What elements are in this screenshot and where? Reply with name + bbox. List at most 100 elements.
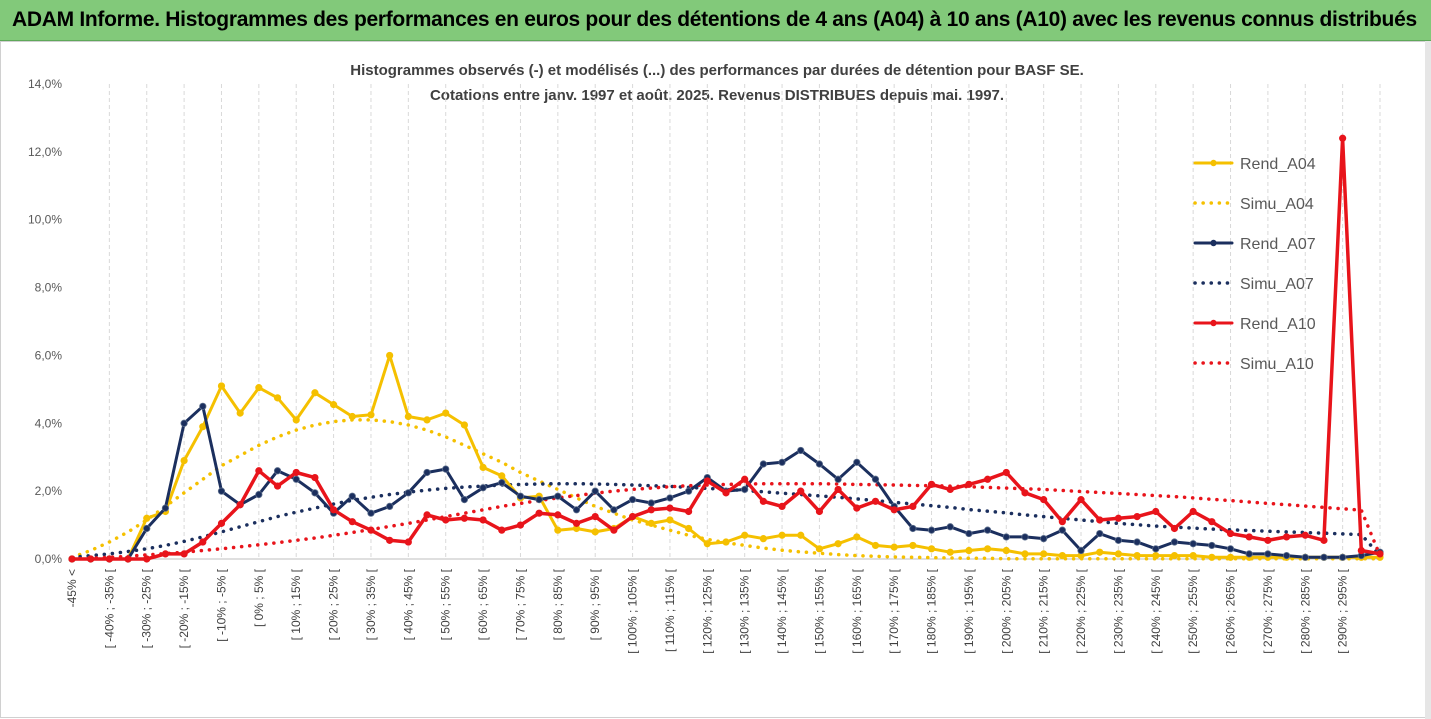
data-point — [1096, 516, 1104, 524]
data-point — [498, 479, 506, 487]
data-point — [890, 543, 898, 551]
y-tick-label: 10,0% — [28, 213, 62, 227]
data-point — [68, 555, 76, 563]
data-point — [124, 555, 132, 563]
data-point — [404, 538, 412, 546]
x-axis: -45% < [ -40% ; -35% [[ -30% ; -25% [[ -2… — [65, 568, 1350, 653]
y-axis: 0,0% 2,0% 4,0% 6,0% 8,0% 10,0% 12,0% 14,0% — [28, 77, 1380, 566]
data-point — [834, 485, 842, 494]
data-point — [628, 512, 637, 521]
data-point — [1301, 553, 1309, 561]
data-point — [666, 516, 674, 524]
data-point — [1226, 545, 1235, 553]
data-point — [498, 472, 506, 480]
data-point — [143, 524, 151, 533]
data-point — [1114, 536, 1123, 544]
data-point — [927, 545, 936, 553]
data-point — [292, 468, 300, 477]
data-point — [498, 526, 506, 534]
data-point — [983, 475, 992, 483]
data-point — [965, 529, 973, 538]
data-point — [834, 475, 842, 483]
data-point — [685, 524, 693, 533]
data-point — [591, 528, 599, 536]
data-point — [479, 484, 487, 492]
y-tick-label: 0,0% — [35, 552, 63, 566]
y-tick-label: 12,0% — [28, 145, 62, 159]
x-tick-label: [ 260% ; 265% [ — [1224, 568, 1238, 653]
data-point — [1133, 512, 1141, 521]
data-point — [853, 504, 861, 512]
data-point — [647, 519, 655, 527]
data-point — [666, 494, 674, 502]
data-point — [834, 540, 842, 548]
x-tick-label: [ 30% ; 35% [ — [364, 568, 378, 640]
data-point — [367, 509, 375, 517]
data-point — [610, 506, 618, 514]
series-line-rend-a07 — [70, 404, 1382, 561]
data-point — [161, 504, 170, 512]
data-point — [273, 467, 282, 475]
chart-subtitle: Cotations entre janv. 1997 et août. 2025… — [430, 87, 1004, 104]
data-point — [815, 460, 824, 468]
data-point — [404, 489, 412, 497]
data-point — [311, 473, 319, 482]
data-point — [423, 511, 431, 519]
data-point — [1077, 546, 1085, 555]
chart-frame — [0, 41, 1427, 718]
data-point — [909, 524, 917, 533]
data-point — [423, 468, 431, 477]
data-point — [1189, 540, 1197, 548]
data-point — [759, 460, 767, 468]
data-point — [1170, 538, 1179, 546]
data-point — [666, 504, 674, 512]
data-point — [236, 501, 244, 509]
data-point — [685, 507, 693, 516]
data-point — [460, 496, 468, 504]
legend-item: Rend_A10 — [1193, 316, 1316, 333]
legend-item: Rend_A04 — [1193, 156, 1316, 173]
legend-marker — [1210, 239, 1217, 247]
data-point — [1208, 553, 1216, 561]
data-point — [1189, 552, 1197, 560]
data-point — [927, 526, 936, 534]
data-point — [217, 519, 226, 527]
x-tick-label: [ 70% ; 75% [ — [513, 568, 527, 640]
data-point — [1264, 536, 1272, 544]
data-point — [778, 502, 786, 511]
data-point — [292, 416, 300, 424]
data-point — [143, 514, 151, 522]
data-point — [591, 487, 599, 495]
x-tick-label: [ 180% ; 185% [ — [925, 568, 939, 653]
data-point — [255, 490, 263, 499]
data-point — [1320, 536, 1328, 544]
x-tick-label: [ 50% ; 55% [ — [439, 568, 453, 640]
data-point — [1320, 553, 1328, 561]
data-point — [572, 506, 581, 514]
x-tick-label: [ 20% ; 25% [ — [327, 568, 341, 640]
data-point — [946, 523, 954, 531]
series-line-simu-a10 — [70, 481, 1382, 561]
data-point — [909, 541, 917, 550]
data-point — [965, 480, 973, 488]
x-tick-label: [ 150% ; 155% [ — [812, 568, 826, 653]
data-point — [927, 480, 936, 488]
data-point — [703, 540, 711, 548]
data-point — [1170, 552, 1179, 560]
data-point — [1002, 468, 1010, 477]
data-point — [778, 531, 786, 539]
legend-label: Rend_A07 — [1240, 236, 1316, 253]
data-point — [759, 497, 767, 505]
data-point — [236, 409, 244, 417]
data-point — [273, 482, 282, 490]
data-point — [591, 512, 599, 521]
data-point — [853, 533, 861, 541]
data-point — [722, 489, 730, 497]
legend-label: Simu_A10 — [1240, 356, 1314, 373]
data-point — [180, 419, 188, 427]
data-point — [647, 506, 655, 514]
data-point — [516, 492, 525, 500]
data-point — [797, 446, 805, 455]
data-point — [1096, 548, 1104, 556]
